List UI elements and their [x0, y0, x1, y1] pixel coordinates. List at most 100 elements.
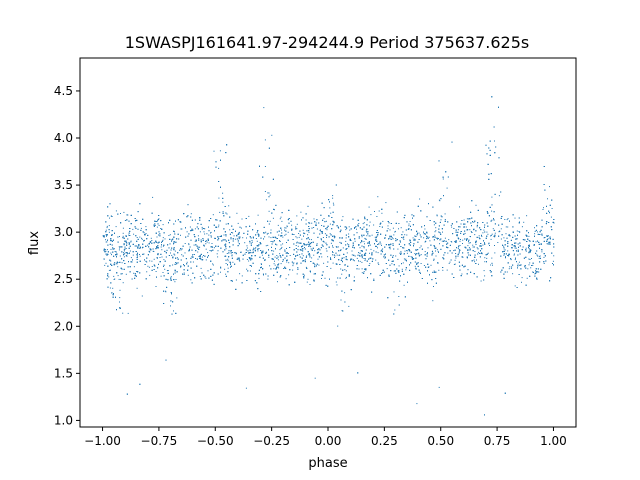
scatter-point — [204, 228, 206, 230]
scatter-point — [209, 250, 211, 251]
scatter-point — [341, 310, 343, 312]
scatter-point — [455, 257, 457, 259]
scatter-point — [456, 234, 458, 236]
scatter-point — [380, 253, 382, 255]
scatter-point — [461, 220, 463, 221]
scatter-point — [282, 236, 284, 238]
scatter-point — [498, 195, 500, 197]
scatter-point — [500, 271, 502, 273]
scatter-point — [311, 257, 313, 259]
scatter-point — [371, 252, 373, 254]
scatter-point — [115, 210, 117, 212]
scatter-point — [241, 218, 243, 220]
scatter-point — [351, 258, 353, 260]
scatter-point — [303, 274, 305, 276]
scatter-point — [460, 223, 462, 225]
scatter-point — [166, 270, 168, 272]
scatter-point — [552, 260, 554, 262]
scatter-point — [180, 228, 182, 230]
scatter-point — [330, 234, 332, 236]
scatter-point — [173, 223, 175, 225]
scatter-point — [332, 252, 334, 253]
scatter-point — [363, 271, 365, 273]
scatter-point — [455, 241, 457, 243]
scatter-point — [472, 244, 474, 246]
scatter-point — [200, 258, 202, 260]
scatter-point — [249, 250, 251, 252]
scatter-point — [128, 220, 130, 222]
scatter-point — [332, 262, 334, 264]
scatter-point — [400, 275, 401, 277]
scatter-point — [550, 216, 552, 218]
scatter-point — [148, 266, 150, 268]
scatter-point — [146, 271, 148, 273]
scatter-point — [467, 252, 469, 254]
scatter-point — [367, 233, 369, 235]
scatter-point — [181, 248, 183, 250]
scatter-point — [277, 264, 279, 266]
scatter-point — [135, 227, 137, 229]
scatter-point — [345, 248, 347, 250]
scatter-point — [442, 176, 444, 178]
scatter-point — [334, 257, 335, 258]
scatter-point — [529, 251, 531, 253]
scatter-point — [500, 255, 502, 257]
scatter-point — [296, 215, 298, 217]
scatter-point — [325, 248, 327, 250]
scatter-point — [231, 225, 233, 227]
scatter-point — [391, 237, 393, 238]
scatter-point — [370, 273, 372, 275]
scatter-point — [366, 231, 368, 233]
scatter-point — [135, 220, 137, 222]
scatter-point — [534, 227, 535, 229]
scatter-point — [435, 230, 437, 232]
scatter-point — [145, 260, 147, 262]
scatter-point — [145, 233, 147, 234]
scatter-point — [233, 235, 235, 237]
scatter-point — [518, 261, 520, 263]
scatter-point — [385, 202, 387, 204]
scatter-point — [247, 233, 249, 235]
scatter-point — [143, 232, 145, 234]
scatter-point — [395, 238, 397, 239]
scatter-point — [494, 140, 495, 142]
scatter-point — [145, 229, 147, 231]
scatter-point — [278, 267, 280, 269]
scatter-point — [403, 258, 405, 260]
scatter-point — [486, 231, 488, 233]
scatter-point — [431, 254, 433, 256]
scatter-point — [359, 254, 361, 256]
scatter-point — [383, 256, 385, 258]
scatter-point — [468, 247, 470, 249]
scatter-point — [251, 258, 253, 260]
scatter-point — [174, 269, 176, 271]
scatter-point — [409, 269, 411, 271]
scatter-point — [419, 234, 421, 236]
scatter-point — [514, 245, 516, 247]
scatter-point — [107, 215, 109, 217]
scatter-point — [288, 262, 290, 264]
scatter-point — [441, 240, 443, 242]
scatter-point — [219, 236, 221, 237]
scatter-point — [361, 272, 363, 274]
scatter-point — [201, 226, 203, 228]
scatter-point — [528, 235, 530, 237]
scatter-point — [550, 226, 552, 228]
scatter-point — [407, 250, 409, 252]
scatter-point — [410, 229, 412, 231]
scatter-point — [324, 221, 326, 223]
scatter-point — [104, 264, 106, 266]
scatter-point — [227, 267, 229, 269]
scatter-point — [366, 235, 368, 237]
scatter-point — [160, 275, 162, 277]
scatter-point — [190, 279, 192, 281]
scatter-point — [230, 266, 231, 268]
scatter-point — [298, 236, 300, 238]
scatter-point — [522, 246, 524, 248]
scatter-point — [475, 244, 477, 245]
scatter-point — [450, 259, 452, 261]
scatter-point — [480, 229, 482, 231]
scatter-point — [490, 238, 492, 240]
scatter-point — [487, 252, 489, 254]
scatter-point — [152, 196, 154, 198]
